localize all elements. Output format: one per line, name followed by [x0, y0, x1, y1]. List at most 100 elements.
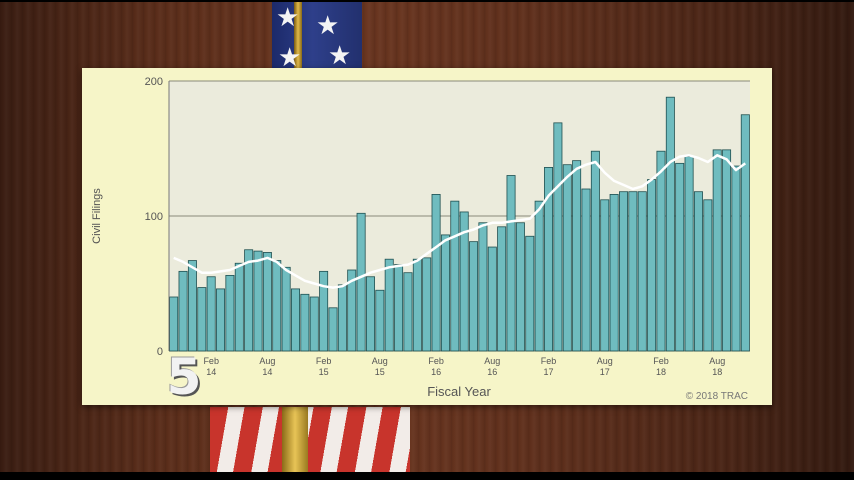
bar	[216, 288, 226, 352]
y-tick-label: 0	[157, 346, 163, 358]
bar	[309, 296, 319, 352]
x-tick-label-year: 14	[206, 367, 216, 377]
bar	[647, 179, 657, 352]
bar	[740, 114, 750, 352]
bar	[553, 122, 563, 352]
bar	[394, 264, 404, 352]
star-icon: ★	[316, 10, 340, 40]
y-tick-label: 100	[145, 211, 163, 223]
x-tick-label-year: 18	[712, 367, 722, 377]
bar	[487, 246, 497, 352]
bar	[609, 194, 619, 352]
x-tick-label-year: 15	[319, 367, 329, 377]
bar	[234, 262, 244, 352]
star-icon: ★	[278, 42, 302, 72]
bar	[712, 149, 722, 352]
flag-pole	[294, 2, 302, 72]
trend-line	[173, 154, 747, 289]
bar	[665, 96, 675, 352]
bar	[693, 191, 703, 352]
bar	[272, 260, 282, 352]
x-tick-label-month: Aug	[709, 356, 725, 366]
bar	[281, 266, 291, 352]
bar	[544, 167, 554, 352]
bar	[300, 293, 310, 352]
bar	[169, 296, 179, 352]
bar	[478, 222, 488, 352]
bar	[178, 270, 188, 352]
x-tick-label-month: Aug	[372, 356, 388, 366]
bar	[365, 276, 375, 352]
x-tick-label-month: Aug	[484, 356, 500, 366]
bar	[244, 249, 254, 352]
chart-credit: © 2018 TRAC	[686, 391, 748, 402]
bar	[534, 200, 544, 352]
background-wood-wall: ★ ★ ★ ★ 0 100 200 Feb 14 Aug 14 Feb 15 Aug 15 Feb 1…	[0, 2, 854, 472]
x-tick-label-year: 15	[375, 367, 385, 377]
star-icon: ★	[328, 40, 352, 70]
bar	[440, 234, 450, 352]
american-flag-bottom	[210, 407, 410, 472]
x-tick-label-month: Feb	[203, 356, 219, 366]
bar	[637, 191, 647, 352]
bar	[262, 252, 272, 352]
x-tick-label-year: 16	[431, 367, 441, 377]
bar	[206, 276, 216, 352]
bar	[600, 199, 610, 352]
x-tick-label-month: Feb	[316, 356, 332, 366]
channel-5-logo: 5	[166, 348, 202, 406]
x-tick-label-year: 17	[543, 367, 553, 377]
bar	[731, 165, 741, 352]
bar	[225, 274, 235, 352]
bar	[187, 260, 197, 352]
bar	[197, 287, 207, 352]
star-icon: ★	[276, 2, 300, 32]
bar	[431, 194, 441, 352]
bar-series	[169, 96, 750, 352]
bar	[562, 164, 572, 352]
x-tick-label-month: Feb	[428, 356, 444, 366]
bar	[590, 150, 600, 352]
x-tick-label-month: Aug	[597, 356, 613, 366]
bar	[375, 289, 385, 352]
bar	[459, 211, 469, 352]
bar	[619, 191, 628, 352]
x-tick-label-month: Aug	[259, 356, 275, 366]
bar	[515, 222, 525, 352]
x-tick-label-year: 14	[262, 367, 272, 377]
y-tick-label: 200	[145, 76, 163, 88]
bar	[403, 272, 413, 352]
flag-pole	[282, 407, 308, 472]
y-tick-labels: 0 100 200	[145, 76, 163, 358]
bar	[581, 188, 591, 352]
bar	[422, 257, 432, 352]
bar	[412, 258, 422, 352]
bar	[291, 288, 300, 352]
bar	[525, 235, 535, 352]
bar	[450, 200, 460, 352]
bar	[384, 258, 394, 352]
bar	[356, 212, 366, 352]
x-tick-label-year: 17	[600, 367, 610, 377]
bar	[722, 149, 732, 352]
bar	[628, 191, 638, 352]
bar	[572, 160, 582, 352]
bar	[328, 307, 338, 352]
x-tick-label-month: Feb	[541, 356, 557, 366]
bar	[469, 241, 479, 352]
x-tick-label-month: Feb	[653, 356, 669, 366]
bar	[656, 150, 666, 352]
american-flag-top: ★ ★ ★ ★	[272, 2, 362, 72]
bar	[347, 269, 357, 352]
bar	[684, 156, 694, 352]
bar	[253, 250, 263, 352]
x-tick-label-year: 18	[656, 367, 666, 377]
bar	[506, 175, 516, 352]
bar	[497, 226, 507, 352]
x-axis-label: Fiscal Year	[427, 384, 491, 399]
y-axis-label: Civil Filings	[91, 188, 103, 244]
bar	[675, 162, 685, 352]
bar	[319, 270, 329, 352]
bar	[703, 199, 713, 352]
